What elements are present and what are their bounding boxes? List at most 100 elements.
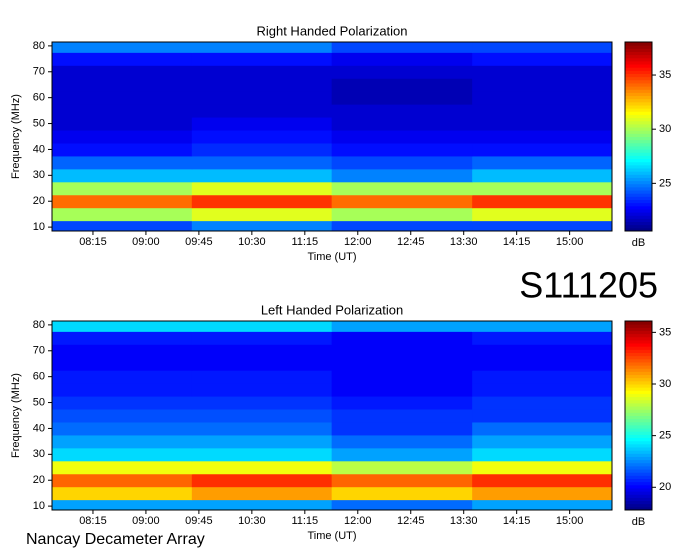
y-tick-label: 70 xyxy=(33,345,45,357)
heatmap-cell xyxy=(191,447,333,462)
colorbar-strip xyxy=(625,190,652,194)
colorbar-strip xyxy=(625,491,652,495)
heatmap-cell xyxy=(191,65,333,79)
colorbar-strip xyxy=(625,164,652,169)
heatmap-cell xyxy=(191,434,333,449)
heatmap-cell xyxy=(472,117,613,131)
heatmap-cell xyxy=(331,447,473,462)
heatmap-cell xyxy=(472,42,613,53)
y-tick-label: 40 xyxy=(33,143,45,155)
heatmap-cell xyxy=(52,499,193,511)
colorbar-strip xyxy=(625,64,652,68)
colorbar-label: dB xyxy=(632,237,645,249)
heatmap-cell xyxy=(52,357,193,371)
heatmap-cell xyxy=(191,383,333,397)
x-tick-label: 10:30 xyxy=(238,236,266,248)
heatmap-cell xyxy=(331,370,473,384)
colorbar-strip xyxy=(625,450,652,454)
colorbar-strip xyxy=(625,98,652,103)
colorbar-strip xyxy=(625,487,652,492)
x-tick-label: 13:30 xyxy=(450,515,478,527)
heatmap-cell xyxy=(331,434,473,449)
heatmap-cell xyxy=(472,434,613,449)
x-tick-label: 11:15 xyxy=(291,236,318,248)
y-tick-label: 80 xyxy=(33,40,45,52)
heatmap-cell xyxy=(191,321,333,332)
colorbar-strip xyxy=(625,506,652,511)
heatmap-cell xyxy=(472,181,613,196)
heatmap-cell xyxy=(52,142,193,157)
colorbar-strip xyxy=(625,145,652,150)
colorbar-strip xyxy=(625,465,652,470)
colorbar-frame xyxy=(624,41,653,232)
colorbar-strip xyxy=(625,361,652,366)
colorbar-strip xyxy=(625,139,652,144)
heatmap-cell xyxy=(472,447,613,462)
colorbar-strip xyxy=(625,503,652,508)
colorbar-strip xyxy=(625,76,652,81)
colorbar-strip xyxy=(625,355,652,360)
heatmap-cell xyxy=(331,91,473,105)
heatmap-cell xyxy=(191,421,333,436)
colorbar-strip xyxy=(625,168,652,172)
x-tick-label: 09:00 xyxy=(132,236,160,248)
colorbar-strip xyxy=(625,57,652,62)
colorbar-strip xyxy=(625,215,652,219)
colorbar-strip xyxy=(625,171,652,175)
heatmap-cell xyxy=(191,370,333,384)
colorbar-strip xyxy=(625,123,652,128)
heatmap-cell xyxy=(52,91,193,105)
y-tick-label: 50 xyxy=(33,117,45,129)
heatmap-cell xyxy=(191,460,333,475)
y-tick-label: 60 xyxy=(33,371,45,383)
colorbar-strip xyxy=(625,343,652,347)
colorbar-strip xyxy=(625,218,652,223)
heatmap-cell xyxy=(52,194,193,209)
colorbar-strip xyxy=(625,101,652,106)
colorbar-strip xyxy=(625,177,652,182)
colorbar-strip xyxy=(625,481,652,486)
heatmap-cell xyxy=(191,331,333,345)
colorbar-strip xyxy=(625,333,652,338)
heatmap-cell xyxy=(52,155,193,170)
heatmap-cell xyxy=(331,168,473,183)
colorbar-strip xyxy=(625,202,652,207)
heatmap-cell xyxy=(472,52,613,66)
x-tick-label: 09:45 xyxy=(185,515,213,527)
heatmap-cell xyxy=(472,130,613,144)
heatmap-cell xyxy=(472,207,613,222)
heatmap-cell xyxy=(331,155,473,170)
colorbar-label: dB xyxy=(632,516,645,528)
colorbar-strip xyxy=(625,368,652,372)
colorbar-strip xyxy=(625,472,652,476)
colorbar-strip xyxy=(625,349,652,353)
colorbar-strip xyxy=(625,174,652,178)
heatmap-cell xyxy=(331,396,473,410)
dataset-label: S111205 xyxy=(519,265,658,306)
heatmap-cell xyxy=(191,207,333,222)
heatmap-cell xyxy=(331,194,473,209)
y-tick-label: 10 xyxy=(33,500,45,512)
colorbar-strip xyxy=(625,440,652,445)
heatmap-cell xyxy=(52,331,193,345)
heatmap-cell xyxy=(331,499,473,511)
colorbar-strip xyxy=(625,205,652,210)
colorbar-strip xyxy=(625,45,652,49)
x-axis-label: Time (UT) xyxy=(307,530,356,542)
heatmap-cell xyxy=(191,499,333,511)
colorbar-strip xyxy=(625,336,652,341)
heatmap-cell xyxy=(472,194,613,209)
colorbar-strip xyxy=(625,42,652,46)
heatmap-cell xyxy=(472,486,613,501)
colorbar-strip xyxy=(625,114,652,119)
colorbar-strip xyxy=(625,437,652,442)
colorbar-strip xyxy=(625,133,652,137)
colorbar-tick-label: 30 xyxy=(659,123,671,135)
colorbar-strip xyxy=(625,352,652,357)
heatmap-cell xyxy=(52,486,193,501)
heatmap-cell xyxy=(191,104,333,118)
heatmap-cell xyxy=(52,65,193,79)
x-tick-label: 08:15 xyxy=(79,515,107,527)
heatmap-cell xyxy=(472,409,613,423)
colorbar-tick-label: 35 xyxy=(659,69,671,81)
